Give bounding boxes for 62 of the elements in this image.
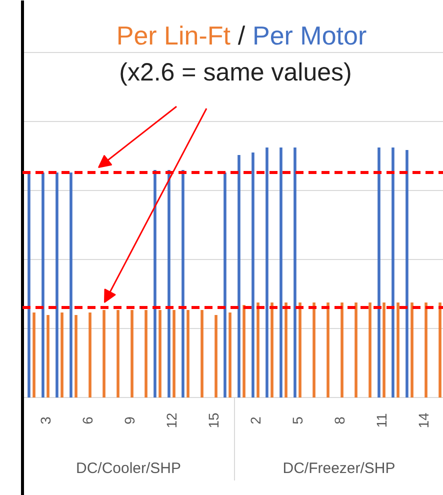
bar [74, 315, 78, 398]
bar [368, 302, 372, 398]
x-tick-label: 11 [374, 413, 390, 428]
x-tick-label: 6 [80, 416, 96, 424]
bar [144, 310, 148, 398]
x-tick-label: 5 [290, 416, 306, 424]
bar [224, 172, 226, 398]
x-tick-label: 9 [122, 416, 138, 424]
bar [298, 302, 302, 398]
bar [242, 305, 246, 398]
text: Per Motor [252, 20, 367, 50]
bar [130, 310, 134, 398]
bar [158, 310, 162, 398]
bar [182, 170, 184, 398]
bar [186, 310, 190, 398]
text: Per Lin-Ft [116, 20, 232, 50]
bar [396, 302, 400, 398]
bar [378, 148, 380, 398]
x-tick-label: 3 [38, 416, 54, 424]
bar [326, 302, 330, 398]
bar [42, 172, 44, 398]
bar [116, 310, 120, 398]
x-tick-label: 2 [248, 416, 264, 424]
bar [168, 170, 170, 398]
x-tick-label: 8 [332, 416, 348, 424]
bar [238, 155, 240, 398]
bar [214, 315, 218, 398]
bar [200, 310, 204, 398]
text: DC/Cooler/SHP [76, 460, 182, 477]
bar [88, 312, 92, 398]
bar [406, 150, 408, 398]
bar [294, 148, 296, 398]
bar [438, 302, 442, 398]
text: / [238, 20, 246, 50]
bar [56, 172, 58, 398]
bar [340, 302, 344, 398]
text: (x2.6 = same values) [119, 58, 352, 86]
bar [102, 310, 106, 398]
bar [28, 172, 30, 398]
bar [280, 148, 282, 398]
bar [354, 302, 358, 398]
bar [424, 302, 428, 398]
bar [312, 302, 316, 398]
bar [392, 148, 394, 398]
bar [228, 312, 232, 398]
x-tick-label: 12 [164, 412, 180, 428]
bar [32, 312, 36, 398]
bar [252, 152, 254, 398]
bar [410, 302, 414, 398]
bar [382, 302, 386, 398]
x-tick-label: 14 [416, 412, 432, 428]
bar [154, 170, 156, 398]
bar [270, 302, 274, 398]
bar [256, 302, 260, 398]
bar [266, 148, 268, 398]
bar [60, 312, 64, 398]
text: DC/Freezer/SHP [282, 460, 396, 477]
bar [284, 302, 288, 398]
bar [70, 172, 72, 398]
x-tick-label: 15 [206, 412, 222, 428]
bar [172, 310, 176, 398]
bar [46, 315, 50, 398]
